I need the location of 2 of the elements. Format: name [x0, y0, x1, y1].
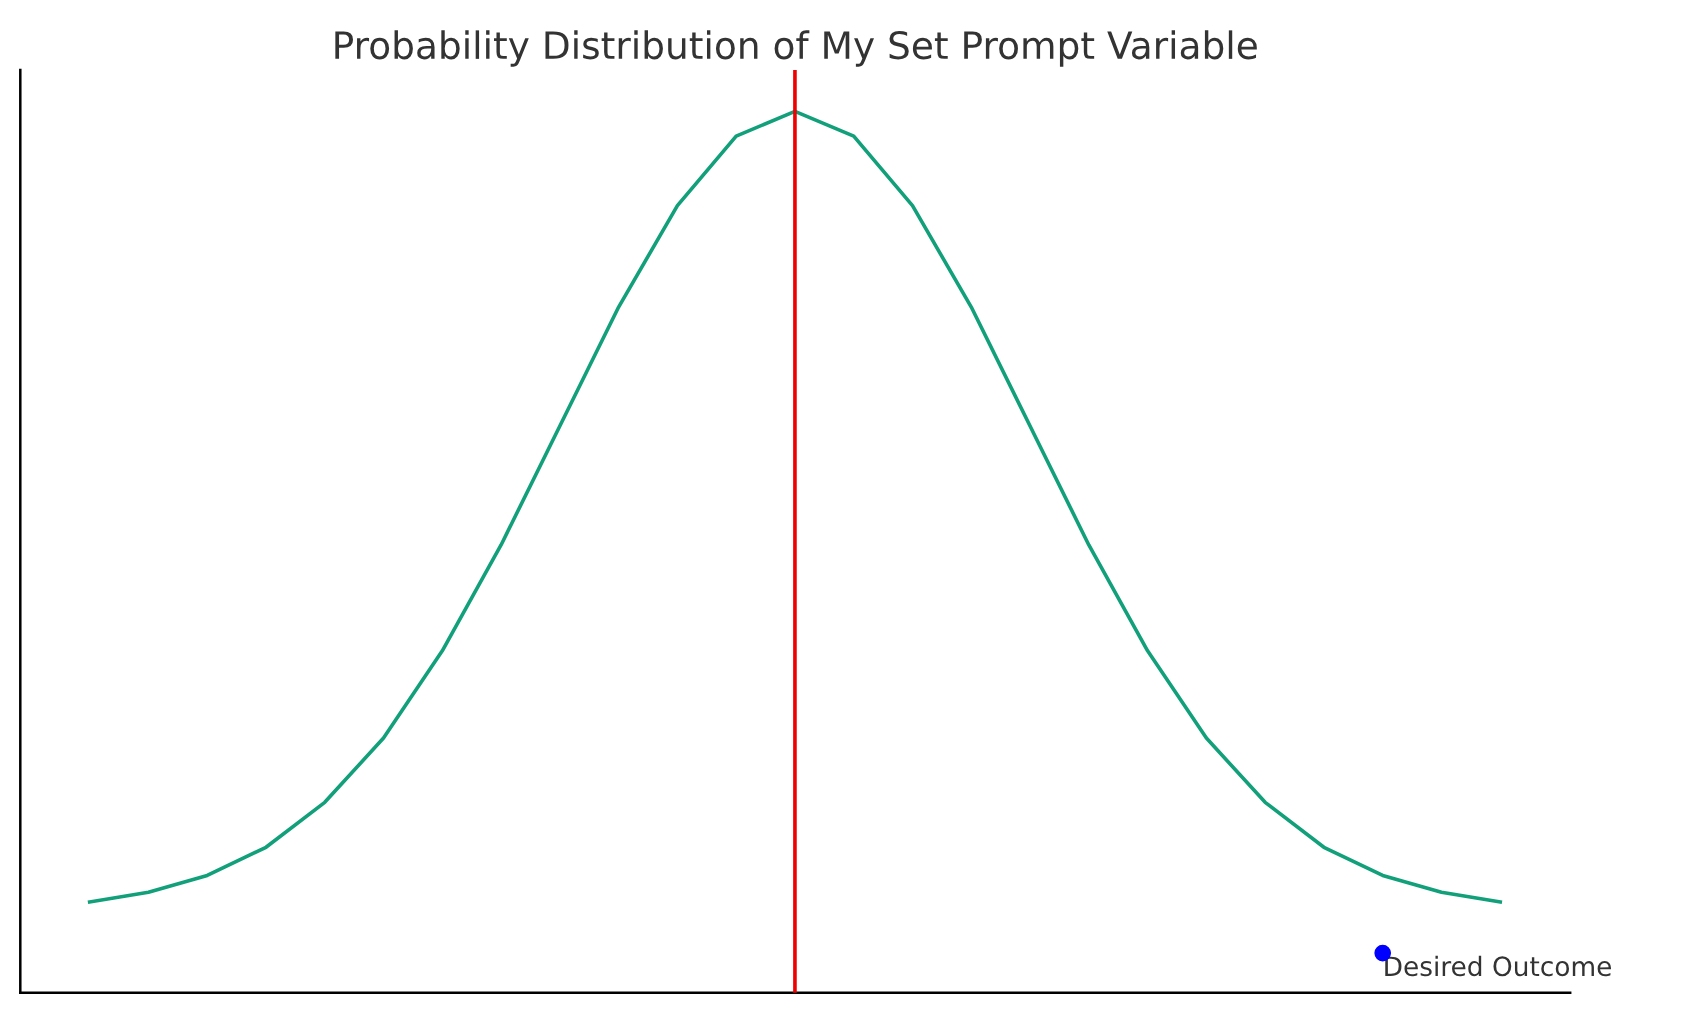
chart-title: Probability Distribution of My Set Prompt Variable — [335, 30, 1257, 67]
annotation: Desired Outcome — [1385, 955, 1611, 977]
